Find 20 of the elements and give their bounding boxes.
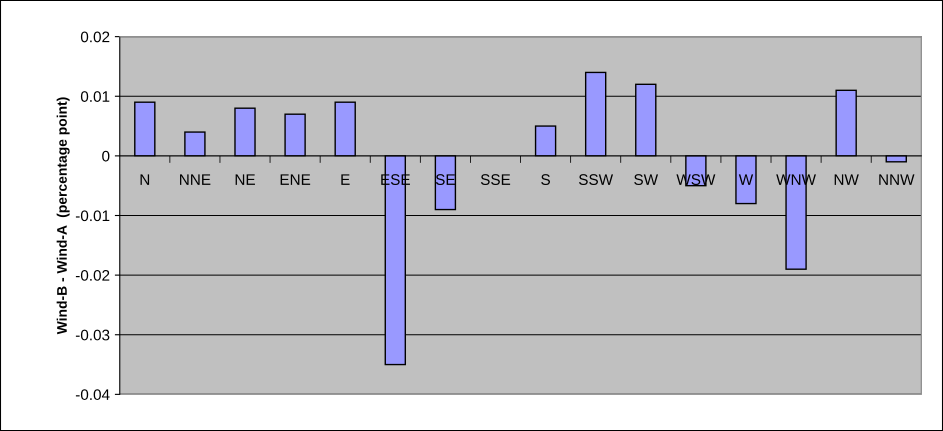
x-tick-label: S xyxy=(541,174,550,185)
y-axis-title: Wind-B - Wind-A (percentage point) xyxy=(56,97,70,334)
x-tick-label: SSE xyxy=(480,174,510,185)
x-tick-label: ENE xyxy=(280,174,310,185)
y-tick-label: 0 xyxy=(102,150,110,162)
y-tick-label: -0.04 xyxy=(76,389,110,400)
x-tick-label: NE xyxy=(236,174,255,185)
x-tick-label: W xyxy=(738,174,754,185)
x-tick-label: NW xyxy=(834,174,859,185)
y-tick-label: -0.01 xyxy=(76,210,110,222)
y-tick-label: -0.02 xyxy=(76,270,110,281)
x-tick-label: SSW xyxy=(578,174,614,185)
x-tick-label: NNW xyxy=(879,174,914,185)
y-tick-label: 0.01 xyxy=(80,91,110,102)
x-tick-label: SW xyxy=(634,174,658,185)
x-tick-label: E xyxy=(341,174,350,185)
x-tick-label: N xyxy=(140,174,150,185)
y-tick-label: 0.02 xyxy=(80,32,110,42)
x-tick-label: NNE xyxy=(180,174,210,185)
y-tick-label: -0.03 xyxy=(76,330,110,340)
